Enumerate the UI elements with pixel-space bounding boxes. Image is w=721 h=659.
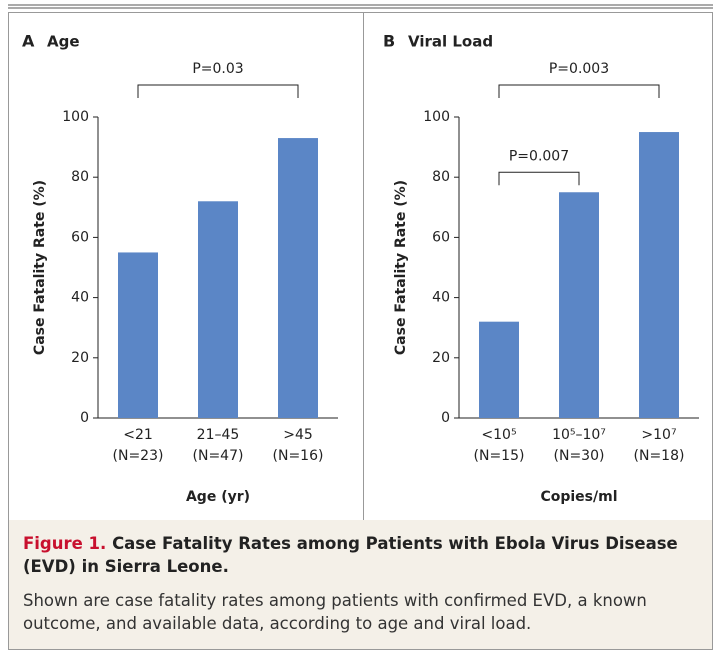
n-label: (N=47) [193,448,244,464]
n-label: (N=30) [554,448,605,464]
n-label: (N=15) [474,448,525,464]
x-tick-label: 21–45 [197,427,240,443]
n-label: (N=18) [634,448,685,464]
bar [278,138,318,418]
y-tick-label: 100 [423,109,450,125]
figure-label: Figure 1. [23,534,107,553]
panel-title: Viral Load [408,33,493,51]
y-tick-label: 40 [71,290,89,306]
n-label: (N=16) [273,448,324,464]
bar [198,201,238,418]
y-tick-label: 60 [71,229,89,245]
bar [559,192,599,418]
y-tick-label: 0 [80,410,89,426]
caption-body: Shown are case fatality rates among pati… [23,591,647,633]
y-axis-title: Case Fatality Rate (%) [32,180,48,355]
caption: Figure 1. Case Fatality Rates among Pati… [8,520,713,650]
figure: A Age 0 20 40 60 80 100 Case Fatality Rate (%) Ag… [8,4,713,520]
bar [479,321,519,418]
comparison-bracket [137,84,299,98]
y-tick-label: 60 [432,229,450,245]
p-value: P=0.007 [509,148,569,164]
y-tick-label: 20 [432,350,450,366]
y-tick-label: 20 [71,350,89,366]
n-label: (N=23) [113,448,164,464]
panel-letter: A [22,32,35,51]
x-tick-label: >10⁷ [641,427,676,443]
panel-letter: B [383,32,395,51]
x-axis-title: Age (yr) [186,489,250,505]
x-tick-label: <21 [123,427,153,443]
bar [639,132,679,419]
x-axis-title: Copies/ml [540,489,617,505]
bar [118,252,158,418]
comparison-bracket [498,84,660,98]
p-value: P=0.03 [192,61,243,77]
panel-title: Age [47,33,80,51]
panel-frame [8,12,713,520]
y-tick-label: 0 [441,410,450,426]
y-tick-label: 80 [432,169,450,185]
y-tick-label: 100 [62,109,89,125]
y-tick-label: 40 [432,290,450,306]
y-tick-label: 80 [71,169,89,185]
y-axis-title: Case Fatality Rate (%) [393,180,409,355]
x-tick-label: 10⁵–10⁷ [552,427,606,443]
p-value: P=0.003 [549,61,609,77]
caption-title: Figure 1. Case Fatality Rates among Pati… [23,532,698,578]
comparison-bracket [498,171,580,186]
caption-title-text: Case Fatality Rates among Patients with … [23,534,678,576]
x-tick-label: >45 [283,427,313,443]
x-tick-label: <10⁵ [481,427,516,443]
